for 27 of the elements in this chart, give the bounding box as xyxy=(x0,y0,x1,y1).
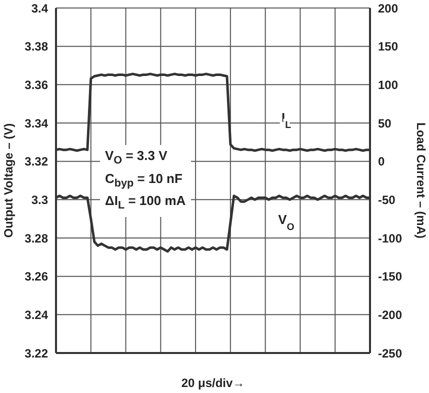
y2-tick-label: -250 xyxy=(378,346,402,360)
x-axis-title: 20 μs/div→ xyxy=(181,376,245,390)
y-tick-label: 3.38 xyxy=(24,40,48,54)
y2-tick-label: -200 xyxy=(378,308,402,322)
y2-tick-label: -150 xyxy=(378,270,402,284)
y-tick-label: 3.4 xyxy=(31,1,48,16)
y-axis-title: Output Voltage – (V) xyxy=(1,123,16,238)
y-tick-label: 3.32 xyxy=(24,154,48,169)
annotation: C$_{byp}$ = 10 nF xyxy=(105,170,184,192)
y-tick-label: 3.36 xyxy=(24,78,48,92)
y2-tick-label: -50 xyxy=(378,192,396,207)
y2-tick-label: 150 xyxy=(378,40,398,54)
y-tick-label: 3.3 xyxy=(31,192,48,207)
y-tick-label: 3.26 xyxy=(24,270,48,284)
y2-tick-label: 50 xyxy=(378,116,392,130)
y2-tick-label: 200 xyxy=(378,1,398,16)
y2-tick-label: 100 xyxy=(378,78,398,92)
y2-tick-label: -100 xyxy=(378,231,402,246)
y-tick-label: 3.22 xyxy=(24,346,48,360)
y-tick-label: 3.24 xyxy=(24,308,48,322)
series-label: V$_{O}$ xyxy=(278,212,295,232)
y-tick-label: 3.34 xyxy=(24,116,48,130)
annotation: V$_{O}$ = 3.3 V xyxy=(105,147,168,169)
y2-axis-title: Load Current – (mA) xyxy=(414,122,428,239)
y2-tick-label: 0 xyxy=(378,154,385,169)
annotation: ΔI$_{L}$ = 100 mA xyxy=(105,192,186,214)
y-tick-label: 3.28 xyxy=(24,231,48,246)
